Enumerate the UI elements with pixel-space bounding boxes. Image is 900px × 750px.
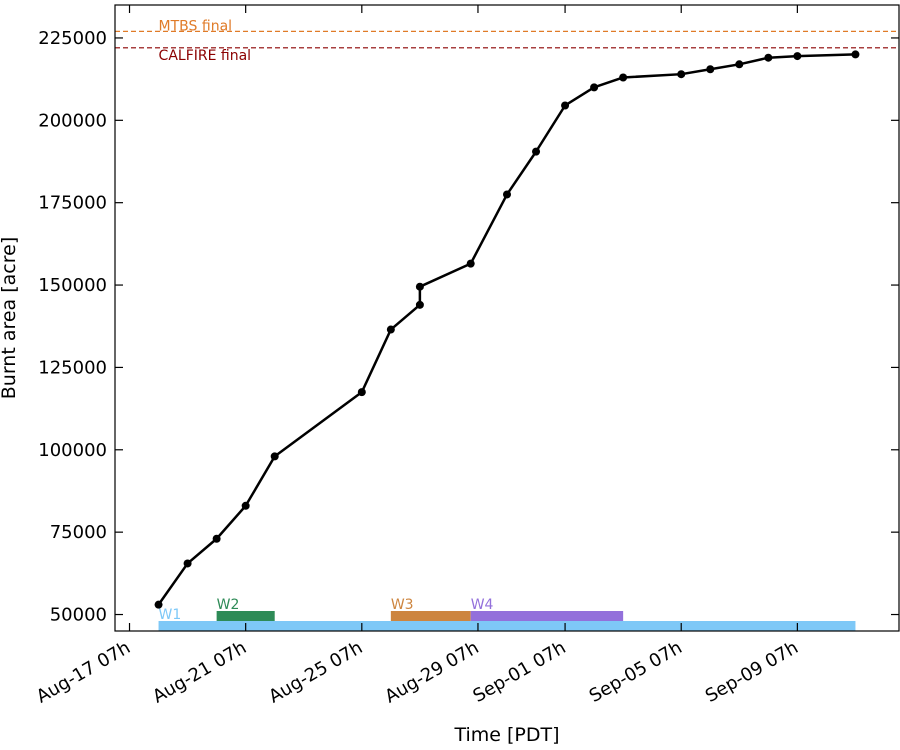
y-tick-label: 225000 [38, 28, 107, 49]
data-point [183, 559, 192, 568]
window-bar-w2 [216, 611, 275, 621]
data-point [466, 259, 475, 268]
window-label-w2: W2 [217, 597, 240, 613]
data-point [561, 101, 570, 110]
data-point [851, 50, 860, 59]
window-bar-w3 [390, 611, 471, 621]
data-series [154, 50, 860, 609]
window-label-w4: W4 [471, 597, 494, 613]
y-axis-title: Burnt area [acre] [0, 237, 20, 400]
data-point [270, 452, 279, 461]
data-point [241, 501, 250, 510]
y-tick-label: 175000 [38, 193, 107, 214]
y-tick-label: 100000 [38, 440, 107, 461]
x-tick-label: Aug-17 07h [33, 637, 134, 707]
time-windows: W1 W2 W3 W4 [158, 597, 856, 631]
y-tick-label: 50000 [50, 605, 107, 626]
data-point [154, 600, 163, 609]
data-point [532, 147, 541, 156]
data-point [386, 325, 395, 334]
data-point [793, 52, 802, 61]
data-point [706, 65, 715, 74]
window-bar-w4 [470, 611, 624, 621]
y-tick-label: 125000 [38, 357, 107, 378]
data-point [590, 83, 599, 92]
data-point [503, 190, 511, 199]
window-label-w1: W1 [159, 607, 182, 623]
x-tick-label: Sep-05 07h [586, 637, 686, 707]
x-tick-label: Aug-21 07h [149, 637, 250, 707]
axis-ticks: 50000 75000 100000 125000 150000 175000 200000… [33, 5, 899, 708]
x-axis-title: Time [PDT] [453, 724, 559, 746]
data-point [677, 70, 686, 79]
data-point [415, 282, 424, 291]
reference-label-calfire-final: CALFIRE final [159, 48, 252, 64]
window-bar-w1 [158, 621, 856, 631]
y-tick-label: 75000 [50, 522, 107, 543]
data-point [619, 73, 628, 82]
x-tick-label: Aug-29 07h [381, 637, 482, 707]
reference-lines: MTBS final CALFIRE final [115, 18, 899, 64]
y-tick-label: 200000 [38, 110, 107, 131]
data-point [415, 300, 424, 309]
x-tick-label: Sep-09 07h [702, 637, 802, 707]
plot-frame [114, 4, 900, 632]
x-tick-label: Sep-01 07h [470, 637, 570, 707]
series-line [157, 53, 856, 606]
reference-label-mtbs-final: MTBS final [159, 18, 233, 34]
data-point [212, 534, 221, 543]
x-tick-label: Aug-25 07h [265, 637, 366, 707]
data-point [764, 53, 773, 62]
data-point [735, 60, 744, 69]
window-label-w3: W3 [391, 597, 414, 613]
y-tick-label: 150000 [38, 275, 107, 296]
data-point [357, 388, 366, 397]
